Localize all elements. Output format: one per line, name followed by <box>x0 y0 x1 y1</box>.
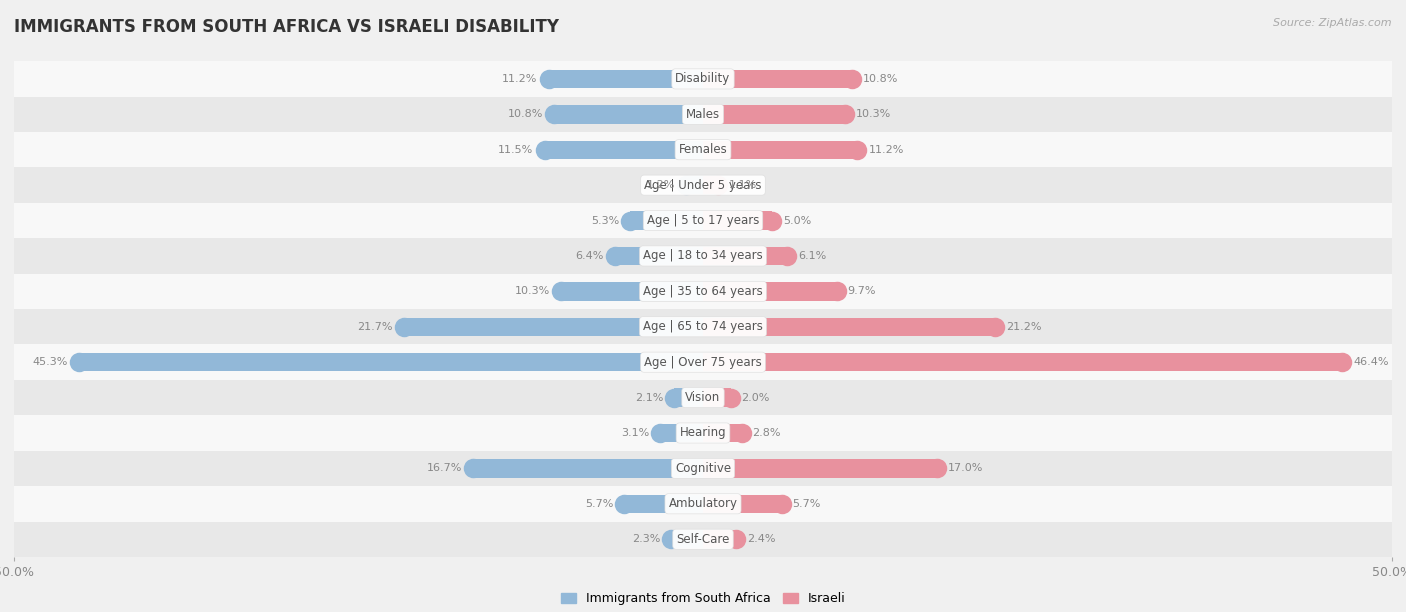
Text: Age | Over 75 years: Age | Over 75 years <box>644 356 762 368</box>
Text: 2.3%: 2.3% <box>631 534 661 544</box>
Text: 6.4%: 6.4% <box>575 251 603 261</box>
Bar <box>703 211 772 230</box>
Text: 9.7%: 9.7% <box>848 286 876 296</box>
Bar <box>703 530 737 548</box>
Text: 5.0%: 5.0% <box>783 215 811 226</box>
Text: 10.8%: 10.8% <box>508 110 543 119</box>
Bar <box>14 309 1392 345</box>
Bar <box>703 459 938 477</box>
Bar <box>14 345 1392 380</box>
Text: IMMIGRANTS FROM SOUTH AFRICA VS ISRAELI DISABILITY: IMMIGRANTS FROM SOUTH AFRICA VS ISRAELI … <box>14 18 560 36</box>
Bar <box>703 176 718 195</box>
Bar <box>686 176 703 195</box>
Text: 10.3%: 10.3% <box>856 110 891 119</box>
Bar <box>703 282 837 300</box>
Bar <box>614 247 703 265</box>
Text: 11.2%: 11.2% <box>502 74 537 84</box>
Text: 6.1%: 6.1% <box>799 251 827 261</box>
Bar <box>404 318 703 336</box>
Bar <box>554 105 703 124</box>
Text: 2.4%: 2.4% <box>747 534 776 544</box>
Bar <box>14 132 1392 168</box>
Bar <box>544 141 703 159</box>
Text: 10.3%: 10.3% <box>515 286 550 296</box>
Text: 11.5%: 11.5% <box>498 144 533 155</box>
Text: Females: Females <box>679 143 727 156</box>
Text: 21.7%: 21.7% <box>357 322 392 332</box>
Text: 10.8%: 10.8% <box>863 74 898 84</box>
Text: 17.0%: 17.0% <box>948 463 984 474</box>
Bar <box>624 494 703 513</box>
Text: 16.7%: 16.7% <box>426 463 461 474</box>
Text: Age | 5 to 17 years: Age | 5 to 17 years <box>647 214 759 227</box>
Text: Ambulatory: Ambulatory <box>668 498 738 510</box>
Bar <box>14 203 1392 238</box>
Text: 1.2%: 1.2% <box>647 180 675 190</box>
Bar <box>671 530 703 548</box>
Text: 21.2%: 21.2% <box>1007 322 1042 332</box>
Text: Age | 65 to 74 years: Age | 65 to 74 years <box>643 320 763 334</box>
Text: Males: Males <box>686 108 720 121</box>
Text: Source: ZipAtlas.com: Source: ZipAtlas.com <box>1274 18 1392 28</box>
Text: 2.0%: 2.0% <box>741 392 770 403</box>
Bar <box>703 105 845 124</box>
Bar <box>472 459 703 477</box>
Bar <box>79 353 703 371</box>
Bar <box>14 521 1392 557</box>
Bar <box>14 238 1392 274</box>
Text: 1.1%: 1.1% <box>730 180 758 190</box>
Text: 2.8%: 2.8% <box>752 428 782 438</box>
Bar <box>703 424 741 442</box>
Legend: Immigrants from South Africa, Israeli: Immigrants from South Africa, Israeli <box>555 587 851 610</box>
Bar <box>703 70 852 88</box>
Text: 5.3%: 5.3% <box>591 215 619 226</box>
Bar <box>14 61 1392 97</box>
Text: Vision: Vision <box>685 391 721 404</box>
Text: Self-Care: Self-Care <box>676 532 730 546</box>
Text: 45.3%: 45.3% <box>32 357 67 367</box>
Text: Age | 35 to 64 years: Age | 35 to 64 years <box>643 285 763 298</box>
Text: 3.1%: 3.1% <box>621 428 650 438</box>
Bar <box>630 211 703 230</box>
Text: 5.7%: 5.7% <box>793 499 821 509</box>
Bar <box>561 282 703 300</box>
Text: Age | 18 to 34 years: Age | 18 to 34 years <box>643 250 763 263</box>
Bar <box>703 389 731 407</box>
Text: 5.7%: 5.7% <box>585 499 613 509</box>
Bar <box>703 141 858 159</box>
Bar <box>14 416 1392 450</box>
Bar <box>14 380 1392 416</box>
Text: 46.4%: 46.4% <box>1354 357 1389 367</box>
Text: 11.2%: 11.2% <box>869 144 904 155</box>
Text: Cognitive: Cognitive <box>675 462 731 475</box>
Bar <box>14 450 1392 486</box>
Bar <box>548 70 703 88</box>
Bar <box>661 424 703 442</box>
Bar <box>14 168 1392 203</box>
Bar <box>14 97 1392 132</box>
Bar <box>673 389 703 407</box>
Text: Hearing: Hearing <box>679 427 727 439</box>
Bar <box>703 353 1343 371</box>
Text: Age | Under 5 years: Age | Under 5 years <box>644 179 762 192</box>
Bar <box>14 274 1392 309</box>
Bar <box>703 494 782 513</box>
Text: 2.1%: 2.1% <box>634 392 664 403</box>
Bar <box>14 486 1392 521</box>
Bar <box>703 247 787 265</box>
Bar <box>703 318 995 336</box>
Text: Disability: Disability <box>675 72 731 86</box>
